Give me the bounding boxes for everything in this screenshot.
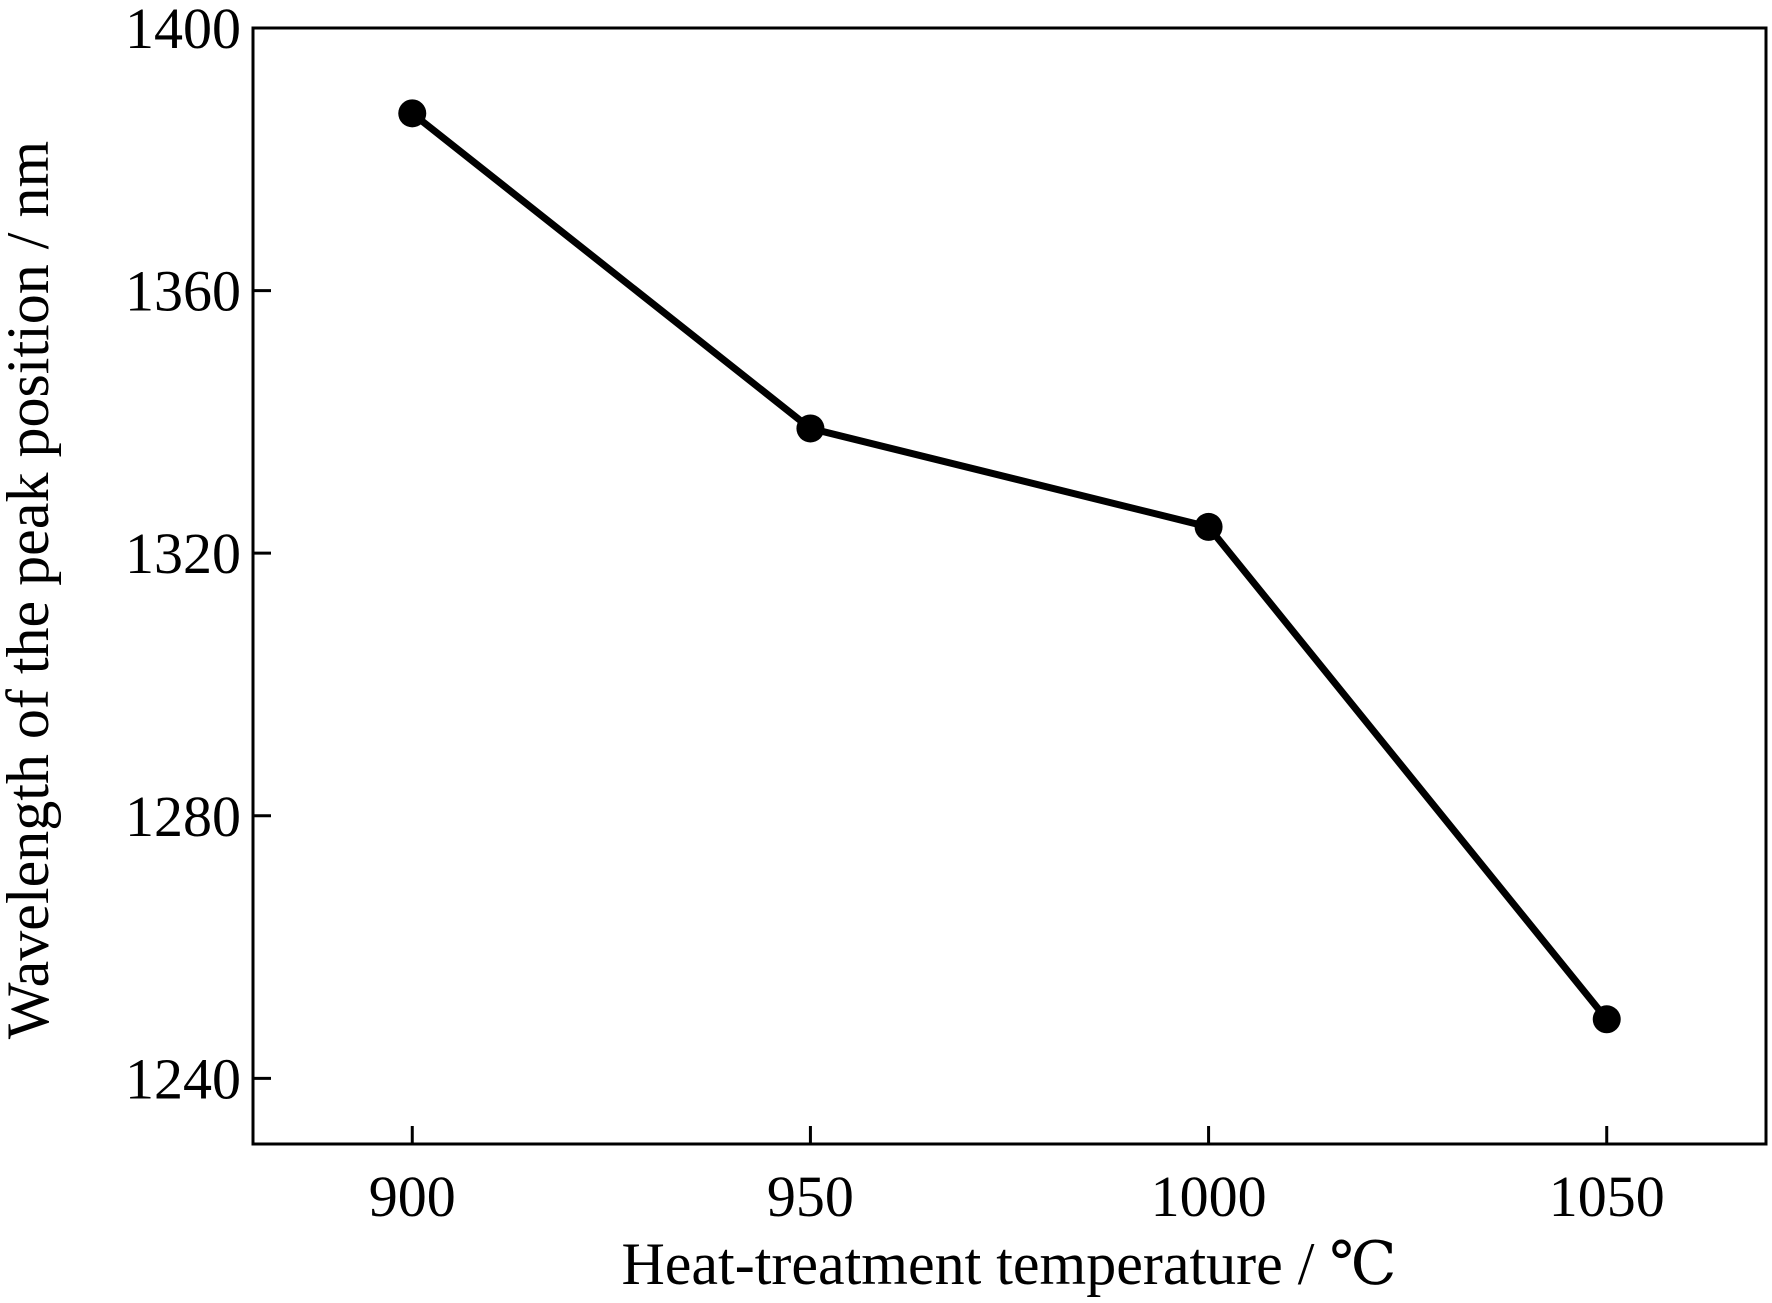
y-axis-ticks: 1240 1280 1320 1360 1400 [125,0,271,1111]
data-point [796,414,825,443]
x-tick-label: 900 [369,1164,456,1229]
x-tick-label: 950 [767,1164,854,1229]
series-line [408,109,1611,1023]
x-tick-label: 1000 [1151,1164,1267,1229]
y-tick-label: 1320 [125,521,241,586]
y-axis-label: Wavelength of the peak position / nm [0,141,61,1039]
y-tick-label: 1240 [125,1046,241,1111]
y-tick-label: 1400 [125,0,241,61]
x-axis-label: Heat-treatment temperature / ℃ [621,1231,1396,1297]
x-axis-ticks: 900 950 1000 1050 [369,1126,1665,1229]
y-tick-label: 1280 [125,784,241,849]
x-tick-label: 1050 [1549,1164,1665,1229]
plot-frame [251,26,1768,1146]
data-point [398,99,427,128]
data-point [1194,512,1223,541]
y-tick-label: 1360 [125,259,241,324]
series-layer [398,99,1621,1034]
data-point [1592,1005,1621,1034]
